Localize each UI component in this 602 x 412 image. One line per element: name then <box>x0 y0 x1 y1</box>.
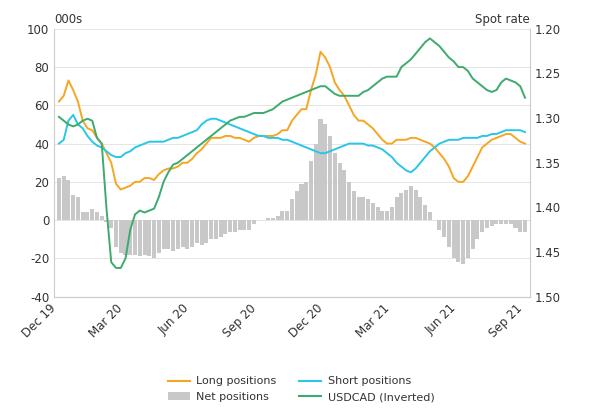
Bar <box>176 220 180 249</box>
Bar <box>318 119 323 220</box>
Bar <box>195 220 199 243</box>
Bar <box>71 195 75 220</box>
Bar <box>409 186 413 220</box>
Bar <box>442 220 446 237</box>
Bar <box>461 220 465 264</box>
Bar <box>190 220 194 247</box>
Bar <box>128 220 132 255</box>
Bar <box>480 220 484 232</box>
Text: Spot rate: Spot rate <box>475 13 530 26</box>
Bar <box>499 220 503 224</box>
Bar <box>423 205 427 220</box>
Bar <box>394 197 399 220</box>
Bar <box>85 213 90 220</box>
Bar <box>418 197 423 220</box>
Bar <box>371 203 375 220</box>
Bar <box>352 192 356 220</box>
Bar <box>333 153 337 220</box>
Bar <box>114 220 118 247</box>
Text: 000s: 000s <box>54 13 82 26</box>
Bar <box>471 220 475 249</box>
Bar <box>290 199 294 220</box>
Bar <box>343 171 346 220</box>
Bar <box>281 211 285 220</box>
Bar <box>119 220 123 253</box>
Bar <box>185 220 190 249</box>
Bar <box>105 220 108 222</box>
Bar <box>271 218 275 220</box>
Bar <box>81 213 85 220</box>
Bar <box>385 211 389 220</box>
Bar <box>238 220 241 229</box>
Bar <box>323 124 327 220</box>
Bar <box>152 220 156 258</box>
Bar <box>494 220 498 224</box>
Bar <box>485 220 489 228</box>
Bar <box>404 190 408 220</box>
Bar <box>314 144 318 220</box>
Bar <box>133 220 137 255</box>
Bar <box>285 211 289 220</box>
Bar <box>123 220 128 255</box>
Bar <box>456 220 461 262</box>
Bar <box>204 220 208 243</box>
Bar <box>233 220 237 232</box>
Bar <box>61 176 66 220</box>
Bar <box>361 197 365 220</box>
Bar <box>143 220 146 255</box>
Bar <box>100 216 104 220</box>
Bar <box>228 220 232 232</box>
Bar <box>356 197 361 220</box>
Bar <box>452 220 456 258</box>
Bar <box>138 220 142 256</box>
Bar <box>247 220 251 229</box>
Bar <box>299 184 303 220</box>
Bar <box>309 161 313 220</box>
Bar <box>518 220 523 232</box>
Bar <box>109 220 113 228</box>
Bar <box>57 178 61 220</box>
Bar <box>214 220 218 239</box>
Bar <box>338 163 341 220</box>
Bar <box>366 199 370 220</box>
Bar <box>476 220 479 239</box>
Bar <box>347 182 351 220</box>
Bar <box>523 220 527 232</box>
Bar <box>438 220 441 229</box>
Bar <box>223 220 228 234</box>
Bar <box>90 208 95 220</box>
Bar <box>243 220 246 229</box>
Bar <box>428 213 432 220</box>
Bar <box>304 182 308 220</box>
Bar <box>399 193 403 220</box>
Bar <box>209 220 213 239</box>
Bar <box>95 213 99 220</box>
Bar <box>276 216 280 220</box>
Bar <box>509 220 513 224</box>
Bar <box>295 192 299 220</box>
Bar <box>66 180 70 220</box>
Bar <box>466 220 470 258</box>
Bar <box>380 211 384 220</box>
Bar <box>447 220 451 247</box>
Bar <box>219 220 223 237</box>
Bar <box>200 220 203 245</box>
Bar <box>266 218 270 220</box>
Bar <box>181 220 185 247</box>
Bar <box>514 220 518 228</box>
Bar <box>328 136 332 220</box>
Bar <box>504 220 508 224</box>
Bar <box>147 220 151 256</box>
Bar <box>161 220 166 249</box>
Bar <box>157 220 161 253</box>
Legend: Long positions, Net positions, Short positions, USDCAD (Inverted): Long positions, Net positions, Short pos… <box>163 372 439 407</box>
Bar <box>376 207 380 220</box>
Bar <box>489 220 494 226</box>
Bar <box>252 220 256 224</box>
Bar <box>390 207 394 220</box>
Bar <box>414 190 418 220</box>
Bar <box>171 220 175 251</box>
Bar <box>166 220 170 249</box>
Bar <box>76 197 80 220</box>
